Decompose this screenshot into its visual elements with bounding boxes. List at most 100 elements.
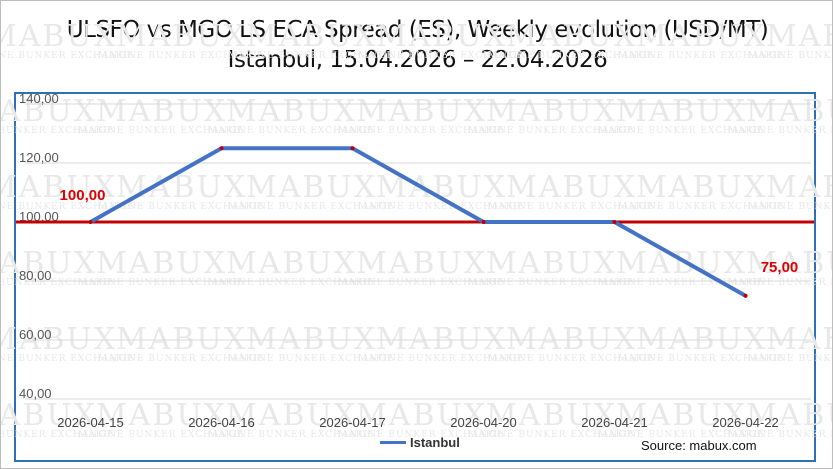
- series-line-istanbul: [88, 146, 748, 298]
- watermark-brand: MABUX: [746, 94, 833, 129]
- data-point: [481, 220, 486, 224]
- watermark-brand: MABUX: [616, 94, 747, 129]
- watermark-brand: MABUX: [486, 398, 617, 433]
- watermark-sub: MARINE BUNKER EXCHANGE: [78, 430, 244, 440]
- watermark-brand: MABUX: [636, 19, 767, 54]
- watermark-sub: MARINE BUNKER EXCHANGE: [228, 51, 394, 61]
- watermark-sub: MARINE BUNKER EXCHANGE: [468, 278, 634, 288]
- watermark-brand: MABUX: [616, 246, 747, 281]
- watermark-brand: MABUX: [226, 94, 357, 129]
- watermark-brand: MABUX: [116, 170, 247, 205]
- chart-title-line2: Istanbul, 15.04.2026 – 22.04.2026: [227, 47, 608, 73]
- watermark-brand: MABUX: [246, 19, 377, 54]
- watermark-sub: MARINE BUNKER EXCHANGE: [1, 51, 134, 61]
- watermark-sub: MARINE BUNKER EXCHANGE: [748, 354, 833, 364]
- watermark-brand: MABUX: [1, 246, 97, 281]
- watermark-brand: MABUX: [1, 19, 117, 54]
- data-point: [219, 146, 224, 151]
- x-tick-label: 2026-04-22: [712, 415, 779, 430]
- watermark-sub: MARINE BUNKER EXCHANGE: [468, 126, 634, 136]
- watermark-brand: MABUX: [766, 170, 833, 205]
- plot-area-border: [14, 92, 816, 462]
- watermark-brand: MABUX: [356, 246, 487, 281]
- watermark-sub: MARINE BUNKER EXCHANGE: [1, 354, 134, 364]
- legend: Istanbul: [380, 433, 460, 451]
- watermark-sub: MARINE BUNKER EXCHANGE: [338, 430, 504, 440]
- watermark-sub: MARINE BUNKER EXCHANGE: [338, 126, 504, 136]
- watermark-sub: MARINE BUNKER EXCHANGE: [488, 202, 654, 212]
- watermark-sub: MARINE BUNKER EXCHANGE: [618, 354, 784, 364]
- x-axis-ticks: 2026-04-15 2026-04-16 2026-04-17 2026-04-20…: [57, 415, 779, 430]
- watermark-brand: MABUX: [96, 94, 227, 129]
- watermark-brand: MABUX: [246, 170, 377, 205]
- watermark-brand: MABUX: [376, 19, 507, 54]
- watermark-sub: MARINE BUNKER EXCHANGE: [598, 278, 764, 288]
- watermark-sub: MARINE BUNKER EXCHANGE: [598, 430, 764, 440]
- watermark-brand: MABUX: [506, 170, 637, 205]
- watermark-brand: MABUX: [616, 398, 747, 433]
- x-tick-label: 2026-04-17: [319, 415, 386, 430]
- data-point: [743, 293, 748, 298]
- watermark-sub: MARINE BUNKER EXCHANGE: [1, 430, 114, 440]
- watermark-sub: MARINE BUNKER EXCHANGE: [358, 202, 524, 212]
- watermark-sub: MARINE BUNKER EXCHANGE: [468, 430, 634, 440]
- source-note: Source: mabux.com: [641, 438, 757, 453]
- watermark-brand: MABUX: [636, 170, 767, 205]
- watermark-brand: MABUX: [356, 94, 487, 129]
- data-point: [612, 220, 617, 224]
- watermark-brand: MABUX: [766, 19, 833, 54]
- x-tick-label: 2026-04-15: [57, 415, 124, 430]
- watermark-brand: MABUX: [1, 170, 117, 205]
- watermark-sub: MARINE BUNKER EXCHANGE: [728, 278, 833, 288]
- watermark-sub: MARINE BUNKER EXCHANGE: [358, 51, 524, 61]
- watermark-sub: MARINE BUNKER EXCHANGE: [1, 202, 134, 212]
- watermark-sub: MARINE BUNKER EXCHANGE: [488, 354, 654, 364]
- watermark-brand: MABUX: [486, 94, 617, 129]
- watermark-sub: MARINE BUNKER EXCHANGE: [728, 126, 833, 136]
- data-point: [350, 146, 355, 151]
- watermark-brand: MABUX: [96, 246, 227, 281]
- watermark-sub: MARINE BUNKER EXCHANGE: [618, 202, 784, 212]
- y-tick-label: 100,00: [19, 209, 59, 224]
- watermark-sub: MARINE BUNKER EXCHANGE: [98, 202, 264, 212]
- watermark-sub: MARINE BUNKER EXCHANGE: [78, 126, 244, 136]
- watermark-brand: MABUX: [506, 19, 637, 54]
- watermark-sub: MARINE BUNKER EXCHANGE: [78, 278, 244, 288]
- data-label: 100,00: [60, 187, 106, 204]
- watermark-sub: MARINE BUNKER EXCHANGE: [748, 202, 833, 212]
- watermark-sub: MARINE BUNKER EXCHANGE: [208, 430, 374, 440]
- watermark-brand: MABUX: [1, 398, 97, 433]
- watermark-sub: MARINE BUNKER EXCHANGE: [338, 278, 504, 288]
- watermark-sub: MARINE BUNKER EXCHANGE: [618, 51, 784, 61]
- watermark-sub: MARINE BUNKER EXCHANGE: [358, 354, 524, 364]
- legend-label-istanbul: Istanbul: [410, 434, 460, 450]
- data-labels: 100,00 75,00: [60, 187, 799, 276]
- watermark-sub: MARINE BUNKER EXCHANGE: [1, 278, 114, 288]
- watermark-sub: MARINE BUNKER EXCHANGE: [208, 278, 374, 288]
- watermark-sub: MARINE BUNKER EXCHANGE: [748, 51, 833, 61]
- watermark-sub: MARINE BUNKER EXCHANGE: [228, 202, 394, 212]
- watermark-sub: MARINE BUNKER EXCHANGE: [208, 126, 374, 136]
- y-tick-label: 120,00: [19, 150, 59, 165]
- watermark-sub: MARINE BUNKER EXCHANGE: [228, 354, 394, 364]
- y-tick-label: 80,00: [19, 268, 52, 283]
- x-tick-label: 2026-04-21: [581, 415, 648, 430]
- y-axis-ticks: 140,00 120,00 100,00 80,00 60,00 40,00: [19, 91, 59, 401]
- watermark-brand: MABUX: [746, 246, 833, 281]
- watermark-brand: MABUX: [226, 246, 357, 281]
- watermark-brand: MABUX: [746, 398, 833, 433]
- watermark-brand: MABUX: [1, 94, 97, 129]
- watermark-brand: MABUX: [486, 246, 617, 281]
- y-tick-label: 60,00: [19, 327, 52, 342]
- watermark-sub: MARINE BUNKER EXCHANGE: [98, 354, 264, 364]
- watermark-brand: MABUX: [356, 398, 487, 433]
- watermark-brand: MABUX: [116, 19, 247, 54]
- chart-title: ULSFO vs MGO LS ECA Spread (ES), Weekly …: [1, 15, 832, 75]
- watermark-sub: MARINE BUNKER EXCHANGE: [598, 126, 764, 136]
- legend-swatch-istanbul: [380, 440, 406, 444]
- data-label: 75,00: [761, 259, 799, 276]
- watermark-sub: MARINE BUNKER EXCHANGE: [98, 51, 264, 61]
